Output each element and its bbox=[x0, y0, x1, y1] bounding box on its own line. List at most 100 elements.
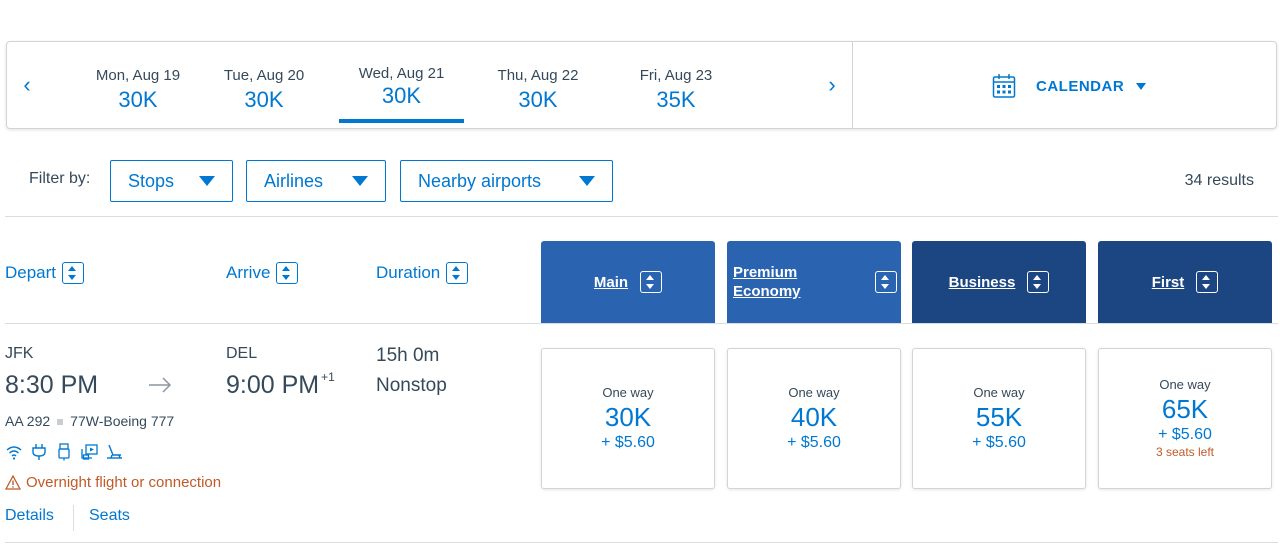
filter-label: Stops bbox=[128, 170, 175, 191]
next-dates-button[interactable]: › bbox=[828, 72, 836, 97]
arrow-right-icon bbox=[149, 377, 172, 393]
filter-label: Airlines bbox=[264, 170, 324, 191]
cabin-tab-business[interactable]: Business bbox=[912, 241, 1086, 323]
fare-tax: + $5.60 bbox=[972, 434, 1026, 451]
entertainment-icon bbox=[81, 444, 98, 460]
arrive-time: 9:00 PM bbox=[226, 371, 320, 399]
aircraft-type: 77W-Boeing 777 bbox=[70, 413, 175, 429]
date-price: 35K bbox=[656, 87, 696, 112]
depart-time: 8:30 PM bbox=[5, 371, 99, 399]
cabin-label: First bbox=[1151, 273, 1185, 291]
strip-divider bbox=[852, 42, 853, 128]
date-option-aug-19[interactable]: Mon, Aug 19 30K bbox=[73, 42, 203, 128]
date-price: 30K bbox=[118, 87, 158, 112]
divider bbox=[5, 216, 1278, 217]
power-outlet-icon bbox=[32, 444, 46, 460]
date-label: Wed, Aug 21 bbox=[358, 65, 445, 82]
flight-duration: 15h 0m bbox=[376, 345, 440, 366]
next-day-indicator: +1 bbox=[321, 370, 335, 384]
calendar-icon bbox=[992, 74, 1016, 98]
divider bbox=[5, 323, 1278, 324]
date-label: Fri, Aug 23 bbox=[639, 67, 713, 84]
date-option-aug-20[interactable]: Tue, Aug 20 30K bbox=[211, 42, 317, 128]
arrive-time-wrapper: 9:00 PM +1 bbox=[226, 370, 335, 400]
date-label: Mon, Aug 19 bbox=[95, 67, 181, 84]
cabin-label: Business bbox=[948, 273, 1016, 291]
details-link[interactable]: Details bbox=[5, 507, 54, 524]
date-option-aug-21-selected[interactable]: Wed, Aug 21 30K bbox=[339, 42, 464, 128]
seats-link[interactable]: Seats bbox=[89, 507, 130, 524]
wifi-icon bbox=[6, 446, 22, 460]
fare-card-premium-economy[interactable]: One way 40K + $5.60 bbox=[727, 348, 901, 489]
caret-down-icon bbox=[199, 176, 215, 186]
caret-down-icon bbox=[1136, 82, 1147, 90]
column-header-duration: Duration bbox=[376, 263, 441, 282]
sort-by-depart[interactable]: Depart bbox=[5, 262, 85, 284]
fare-tax: + $5.60 bbox=[601, 434, 655, 451]
warning-icon bbox=[5, 475, 21, 490]
sort-icon bbox=[1196, 271, 1219, 293]
warning-text: Overnight flight or connection bbox=[26, 474, 222, 491]
usb-icon bbox=[58, 443, 70, 461]
column-header-depart: Depart bbox=[5, 263, 57, 282]
fare-card-main[interactable]: One way 30K + $5.60 bbox=[541, 348, 715, 489]
previous-dates-button[interactable]: ‹ bbox=[23, 72, 31, 97]
fare-type: One way bbox=[788, 385, 840, 400]
sort-icon bbox=[1027, 271, 1050, 293]
cabin-tab-first[interactable]: First bbox=[1098, 241, 1272, 323]
sort-icon bbox=[875, 271, 897, 293]
stops-filter-dropdown[interactable]: Stops bbox=[110, 160, 233, 202]
fare-tax: + $5.60 bbox=[1158, 426, 1212, 443]
fare-type: One way bbox=[973, 385, 1025, 400]
nearby-airports-filter-dropdown[interactable]: Nearby airports bbox=[400, 160, 613, 202]
airlines-filter-dropdown[interactable]: Airlines bbox=[246, 160, 386, 202]
date-option-aug-22[interactable]: Thu, Aug 22 30K bbox=[485, 42, 591, 128]
fare-tax: + $5.60 bbox=[787, 434, 841, 451]
sort-by-duration[interactable]: Duration bbox=[376, 262, 469, 284]
sort-icon bbox=[276, 262, 299, 284]
fare-miles: 40K bbox=[790, 402, 838, 432]
cabin-tab-main[interactable]: Main bbox=[541, 241, 715, 323]
filter-by-label: Filter by: bbox=[29, 170, 91, 187]
fare-miles: 55K bbox=[975, 402, 1023, 432]
date-label: Tue, Aug 20 bbox=[223, 67, 305, 84]
date-selector-strip: ‹ Mon, Aug 19 30K Tue, Aug 20 30K Wed, A… bbox=[6, 41, 1277, 129]
sort-icon bbox=[446, 262, 469, 284]
filter-label: Nearby airports bbox=[418, 170, 542, 191]
fare-miles: 65K bbox=[1161, 394, 1209, 424]
stops-info: Nonstop bbox=[376, 375, 447, 396]
date-label: Thu, Aug 22 bbox=[497, 67, 579, 84]
cabin-tab-premium-economy[interactable]: Premium Economy bbox=[727, 241, 901, 323]
column-header-arrive: Arrive bbox=[226, 263, 271, 282]
calendar-dropdown-button[interactable]: CALENDAR bbox=[992, 72, 1147, 100]
date-price: 30K bbox=[518, 87, 558, 112]
seats-left-badge: 3 seats left bbox=[1155, 445, 1215, 459]
fare-type: One way bbox=[602, 385, 654, 400]
date-price: 30K bbox=[244, 87, 284, 112]
flight-info: AA 292 77W-Boeing 777 bbox=[5, 413, 174, 429]
destination-airport: DEL bbox=[226, 345, 258, 362]
fare-card-business[interactable]: One way 55K + $5.60 bbox=[912, 348, 1086, 489]
divider bbox=[5, 542, 1278, 543]
caret-down-icon bbox=[579, 176, 595, 186]
cabin-label: Premium Economy bbox=[733, 264, 801, 300]
results-count: 34 results bbox=[1184, 172, 1254, 189]
fare-type: One way bbox=[1159, 377, 1211, 392]
link-divider bbox=[73, 505, 74, 531]
origin-airport: JFK bbox=[5, 345, 34, 362]
cabin-label: Main bbox=[593, 273, 629, 291]
calendar-label: CALENDAR bbox=[1036, 77, 1125, 95]
sort-icon bbox=[640, 271, 663, 293]
lie-flat-seat-icon bbox=[107, 444, 122, 459]
sort-icon bbox=[62, 262, 85, 284]
date-option-aug-23[interactable]: Fri, Aug 23 35K bbox=[623, 42, 729, 128]
sort-by-arrive[interactable]: Arrive bbox=[226, 262, 299, 284]
selected-date-indicator bbox=[339, 119, 464, 123]
amenities-list bbox=[5, 443, 130, 461]
fare-card-first[interactable]: One way 65K + $5.60 3 seats left bbox=[1098, 348, 1272, 489]
caret-down-icon bbox=[352, 176, 368, 186]
overnight-warning: Overnight flight or connection bbox=[5, 474, 221, 491]
fare-miles: 30K bbox=[604, 402, 652, 432]
flight-number: AA 292 bbox=[5, 413, 51, 429]
separator bbox=[57, 419, 64, 426]
